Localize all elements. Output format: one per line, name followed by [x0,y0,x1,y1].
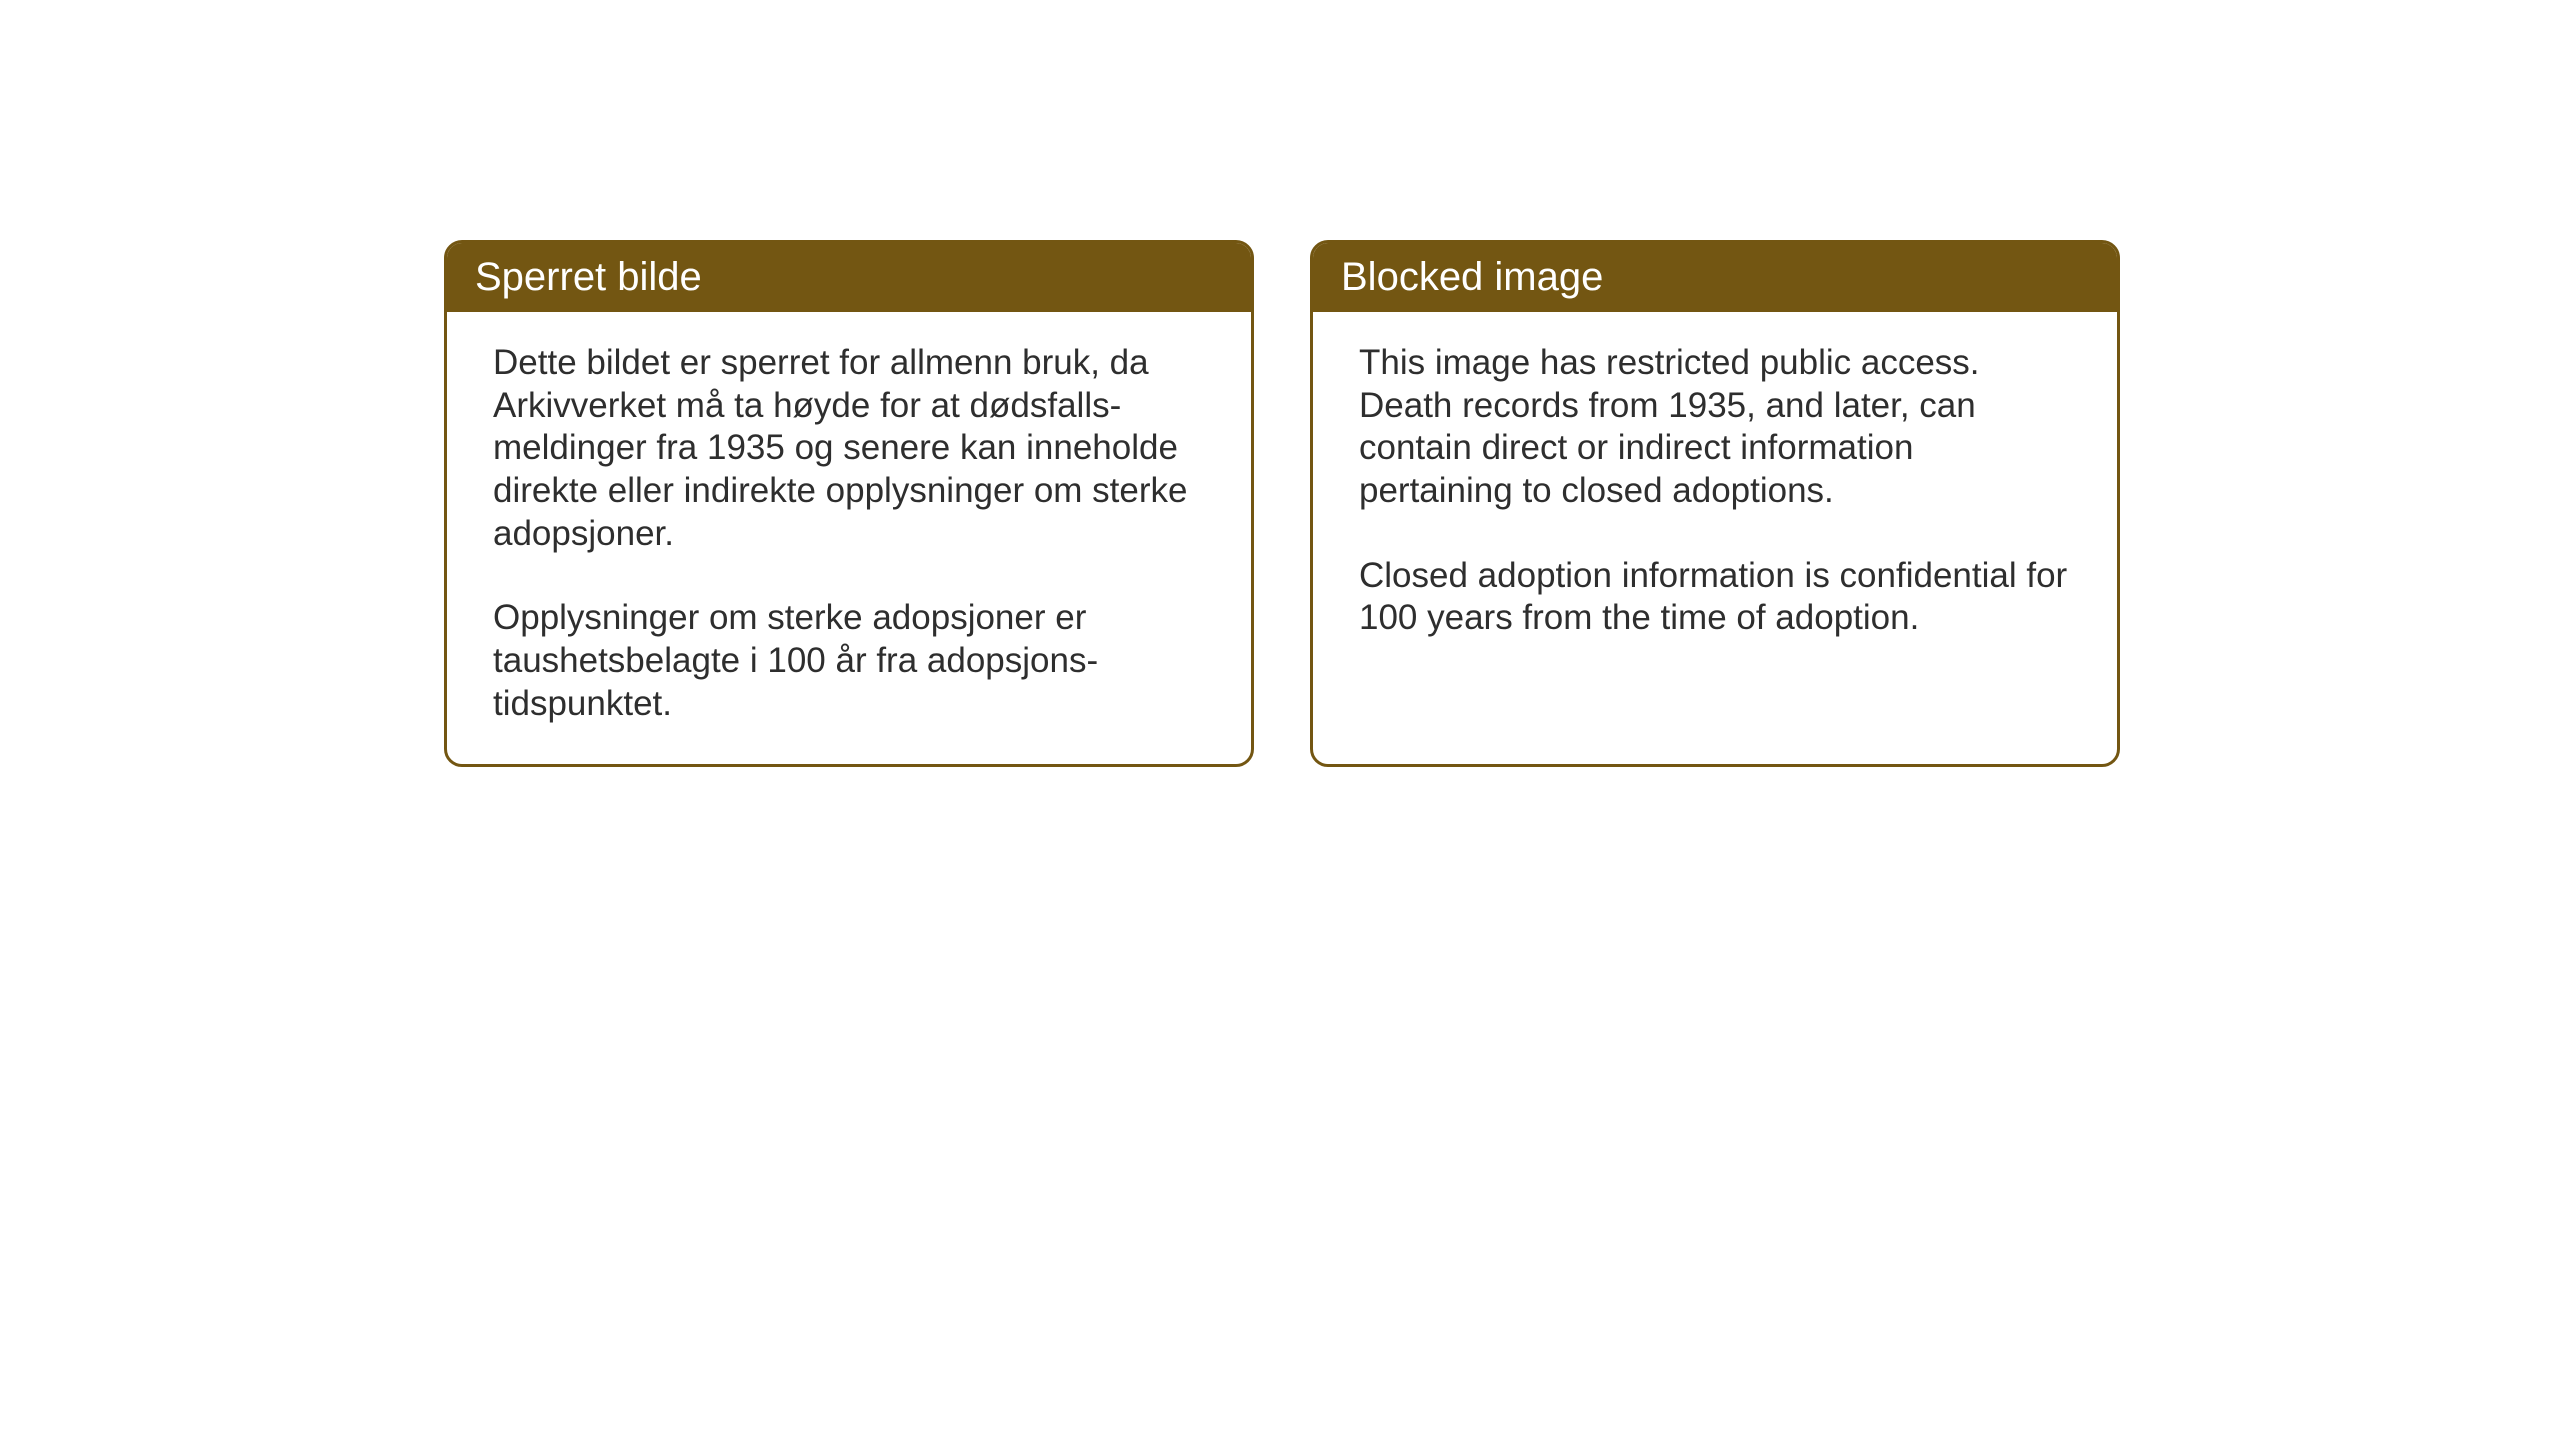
card-header: Blocked image [1313,243,2117,312]
card-title: Sperret bilde [475,255,702,299]
card-paragraph-1: Dette bildet er sperret for allmenn bruk… [493,342,1205,555]
card-title: Blocked image [1341,255,1603,299]
card-body: This image has restricted public access.… [1313,312,2117,678]
card-paragraph-2: Closed adoption information is confident… [1359,555,2071,640]
card-paragraph-2: Opplysninger om sterke adopsjoner er tau… [493,597,1205,725]
card-paragraph-1: This image has restricted public access.… [1359,342,2071,513]
notice-card-english: Blocked image This image has restricted … [1310,240,2120,767]
notice-container: Sperret bilde Dette bildet er sperret fo… [444,240,2120,767]
card-body: Dette bildet er sperret for allmenn bruk… [447,312,1251,764]
notice-card-norwegian: Sperret bilde Dette bildet er sperret fo… [444,240,1254,767]
card-header: Sperret bilde [447,243,1251,312]
